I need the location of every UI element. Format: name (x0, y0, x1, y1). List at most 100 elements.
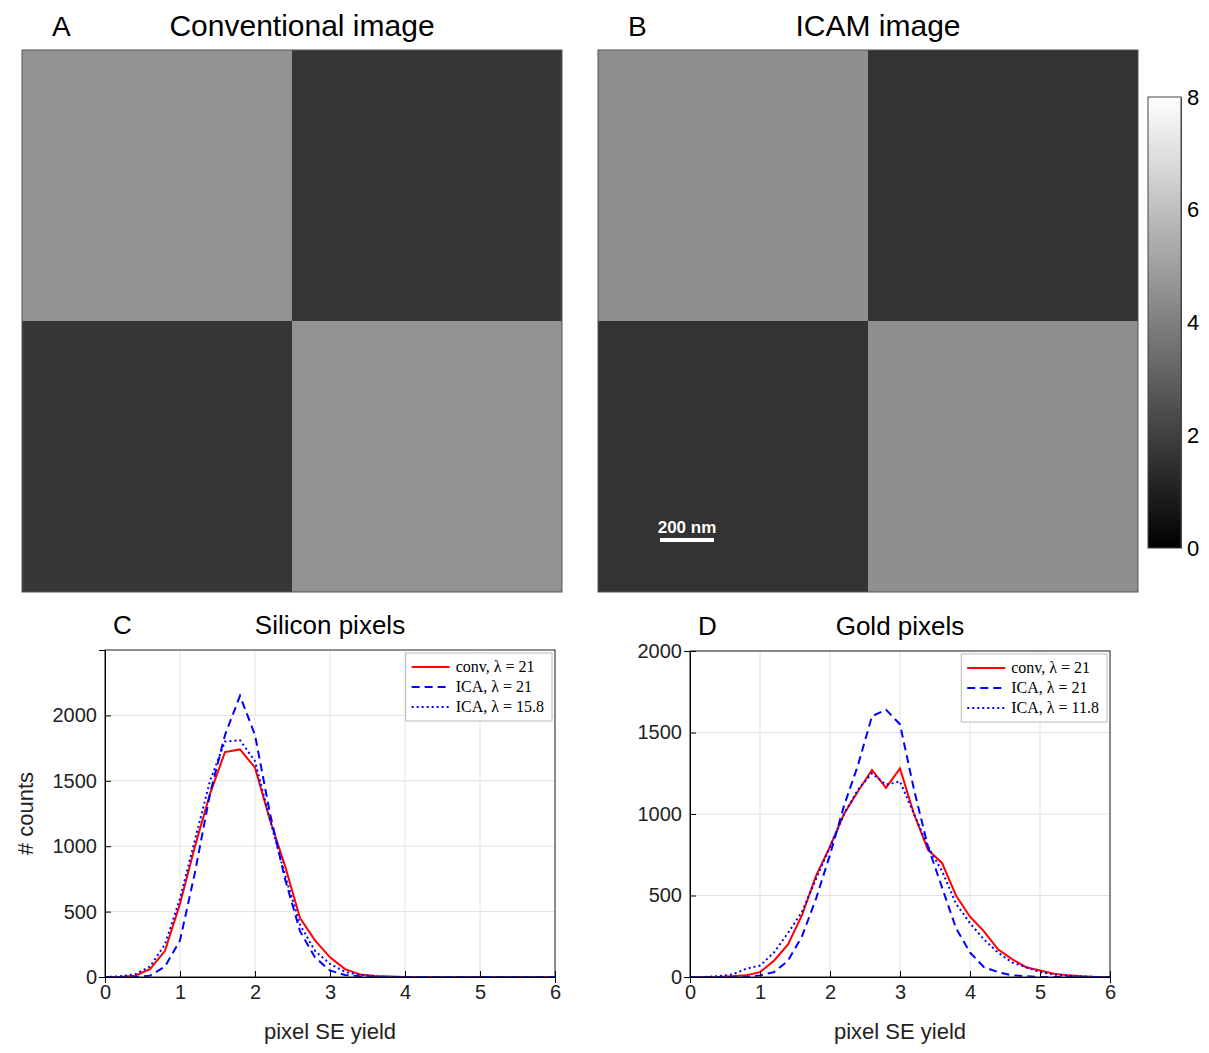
y-axis: 0500100015002000 (638, 640, 697, 988)
legend-swatch (967, 687, 1005, 689)
cell (22, 50, 292, 321)
panel-label: C (113, 610, 132, 640)
x-tick-line (330, 971, 331, 977)
x-tick: 6 (550, 971, 561, 1003)
y-tick-label: 0 (86, 966, 97, 988)
image-frame (598, 50, 1138, 592)
y-tick: 1500 (638, 721, 697, 743)
x-tick-line (900, 971, 901, 977)
x-tick: 1 (755, 971, 766, 1003)
figure: AConventional imageBICAM image200 nm0246… (0, 0, 1209, 1053)
y-tick-label: 1000 (53, 835, 98, 857)
grid-line-y (690, 814, 1110, 815)
colorbar-tick: 6 (1181, 197, 1199, 222)
legend: conv, λ = 21ICA, λ = 21ICA, λ = 11.8 (961, 654, 1107, 722)
y-tick-line (105, 781, 111, 782)
grid-line-y (105, 780, 555, 781)
cells (598, 50, 1138, 592)
x-tick-label: 0 (100, 981, 111, 1003)
x-tick: 5 (475, 971, 486, 1003)
y-tick: 500 (64, 901, 111, 923)
legend-label: ICA, λ = 15.8 (456, 698, 544, 715)
legend-label: ICA, λ = 11.8 (1011, 699, 1099, 716)
x-axis-title: pixel SE yield (834, 1019, 966, 1044)
y-tick-label: 1500 (53, 770, 98, 792)
scale-bar (660, 538, 714, 542)
legend-swatch (967, 667, 1005, 669)
x-tick-line (480, 971, 481, 977)
y-tick-line (690, 977, 696, 978)
colorbar-tick: 8 (1181, 85, 1199, 110)
y-tick: 1000 (638, 803, 697, 825)
y-tick-label: 2000 (53, 704, 98, 726)
legend-label: conv, λ = 21 (456, 658, 535, 675)
x-tick: 4 (400, 971, 411, 1003)
legend-box (961, 654, 1107, 722)
x-tick: 3 (895, 971, 906, 1003)
grid-line-y (105, 846, 555, 847)
x-tick: 5 (1035, 971, 1046, 1003)
x-tick-label: 5 (1035, 981, 1046, 1003)
x-tick: 2 (250, 971, 261, 1003)
cell (598, 50, 868, 321)
colorbar-tick-label: 0 (1187, 536, 1199, 561)
y-tick-label: 500 (649, 884, 682, 906)
colorbar (1148, 97, 1181, 548)
lines (105, 696, 555, 977)
y-tick-line (690, 733, 696, 734)
y-tick: 2000 (53, 704, 112, 726)
y-axis-line (99, 651, 106, 978)
y-tick-line (105, 977, 111, 978)
x-tick-label: 2 (825, 981, 836, 1003)
colorbar-tick: 0 (1181, 536, 1199, 561)
scale-bar-label: 200 nm (658, 518, 717, 537)
line-panel: DGold pixels01234560500100015002000pixel… (638, 611, 1117, 1044)
x-tick: 1 (175, 971, 186, 1003)
x-tick-label: 3 (895, 981, 906, 1003)
grid-line-x (330, 650, 331, 977)
x-tick-label: 0 (685, 981, 696, 1003)
grid (105, 650, 555, 977)
series-line (105, 740, 555, 977)
panel-label: B (628, 11, 647, 42)
x-tick-line (405, 971, 406, 977)
y-axis-title: # counts (13, 772, 38, 855)
grid-line-y (690, 732, 1110, 733)
image-frame (22, 50, 562, 592)
y-axis-line (684, 652, 691, 978)
colorbar-tick-label: 6 (1187, 197, 1199, 222)
x-tick-line (830, 971, 831, 977)
grid-line-y (690, 895, 1110, 896)
y-tick-line (690, 896, 696, 897)
colorbar-axis: 0 2 4 6 8 (1181, 85, 1199, 561)
colorbar-axis-line (1181, 98, 1182, 549)
y-tick-line (105, 715, 111, 716)
y-tick: 500 (649, 884, 696, 906)
x-tick-label: 5 (475, 981, 486, 1003)
grid-line-x (180, 650, 181, 977)
legend-swatch (412, 666, 450, 668)
panel-label: A (52, 11, 71, 42)
y-tick-line (690, 814, 696, 815)
x-tick-label: 6 (550, 981, 561, 1003)
series-line (690, 710, 1110, 977)
x-tick-line (180, 971, 181, 977)
series-line (690, 768, 1110, 977)
panel-title: ICAM image (795, 9, 960, 42)
colorbar-tick-label: 2 (1187, 423, 1199, 448)
y-tick: 1000 (53, 835, 112, 857)
legend-swatch (412, 706, 450, 708)
legend-items: conv, λ = 21ICA, λ = 21ICA, λ = 11.8 (967, 659, 1099, 716)
line-panel: CSilicon pixels01234560500100015002000pi… (13, 610, 561, 1044)
x-tick-label: 1 (175, 981, 186, 1003)
x-tick-label: 6 (1105, 981, 1116, 1003)
legend-items: conv, λ = 21ICA, λ = 21ICA, λ = 15.8 (412, 658, 544, 715)
x-tick-label: 2 (250, 981, 261, 1003)
colorbar-tick: 4 (1181, 310, 1199, 335)
y-tick-line (690, 651, 696, 652)
x-tick: 4 (965, 971, 976, 1003)
heatmap-panel: B ICAM image 200 nm 0 2 4 6 8 (598, 9, 1199, 592)
x-tick-label: 3 (325, 981, 336, 1003)
y-tick: 0 (86, 966, 111, 988)
x-tick-label: 1 (755, 981, 766, 1003)
